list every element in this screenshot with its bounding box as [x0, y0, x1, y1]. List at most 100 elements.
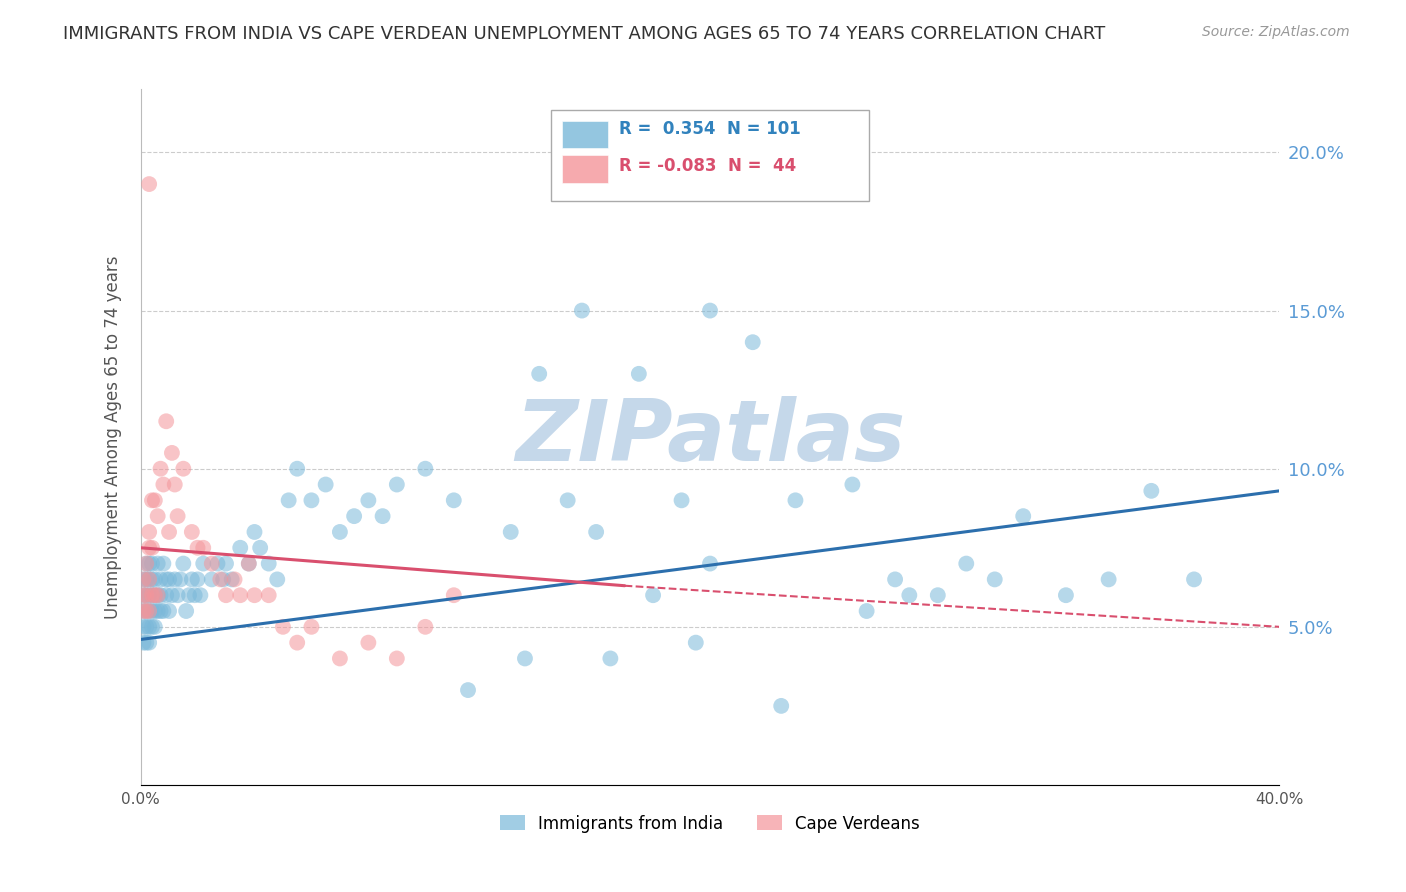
Point: [215, 588, 238, 602]
Point: [201, 573, 224, 587]
Point: [135, 573, 157, 587]
Point: [898, 588, 921, 602]
Point: [229, 588, 252, 602]
Point: [141, 557, 163, 571]
Point: [141, 588, 163, 602]
Point: [160, 588, 183, 602]
Point: [146, 588, 169, 602]
Point: [132, 573, 155, 587]
Point: [132, 620, 155, 634]
Point: [155, 588, 177, 602]
Point: [132, 573, 155, 587]
Point: [138, 604, 160, 618]
Point: [143, 573, 166, 587]
Point: [329, 524, 352, 539]
Point: [841, 477, 863, 491]
Point: [193, 541, 215, 555]
Point: [357, 493, 380, 508]
Point: [149, 604, 172, 618]
Point: [143, 588, 166, 602]
Point: [143, 588, 166, 602]
Point: [141, 493, 163, 508]
Point: [1098, 573, 1121, 587]
Point: [160, 446, 183, 460]
Point: [415, 620, 437, 634]
Text: R = -0.083  N =  44: R = -0.083 N = 44: [619, 157, 796, 175]
Point: [138, 557, 160, 571]
Point: [529, 367, 551, 381]
Point: [513, 651, 536, 665]
Point: [141, 620, 163, 634]
Point: [138, 573, 160, 587]
Point: [385, 477, 408, 491]
Point: [132, 604, 155, 618]
Point: [357, 635, 380, 649]
Point: [1054, 588, 1077, 602]
Text: Source: ZipAtlas.com: Source: ZipAtlas.com: [1202, 25, 1350, 39]
Point: [343, 509, 366, 524]
Y-axis label: Unemployment Among Ages 65 to 74 years: Unemployment Among Ages 65 to 74 years: [104, 255, 122, 619]
Point: [135, 588, 157, 602]
Point: [627, 367, 650, 381]
Point: [257, 557, 280, 571]
Point: [193, 557, 215, 571]
Point: [152, 604, 174, 618]
Point: [138, 620, 160, 634]
Point: [215, 557, 238, 571]
Point: [571, 303, 593, 318]
Point: [927, 588, 949, 602]
Point: [177, 588, 200, 602]
Point: [135, 557, 157, 571]
Point: [132, 604, 155, 618]
Point: [180, 573, 202, 587]
Point: [685, 635, 707, 649]
Point: [443, 493, 465, 508]
Point: [249, 541, 271, 555]
Point: [138, 177, 160, 191]
Point: [371, 509, 394, 524]
Point: [141, 541, 163, 555]
Point: [143, 620, 166, 634]
Point: [585, 524, 607, 539]
Point: [984, 573, 1007, 587]
Point: [415, 461, 437, 475]
Point: [149, 588, 172, 602]
Point: [146, 557, 169, 571]
Point: [785, 493, 807, 508]
Point: [172, 557, 194, 571]
Point: [186, 541, 209, 555]
Point: [671, 493, 693, 508]
Point: [301, 620, 323, 634]
Point: [172, 461, 194, 475]
Point: [132, 635, 155, 649]
Point: [143, 604, 166, 618]
Point: [146, 604, 169, 618]
Point: [699, 557, 721, 571]
Text: IMMIGRANTS FROM INDIA VS CAPE VERDEAN UNEMPLOYMENT AMONG AGES 65 TO 74 YEARS COR: IMMIGRANTS FROM INDIA VS CAPE VERDEAN UN…: [63, 25, 1105, 43]
Point: [138, 524, 160, 539]
Point: [138, 588, 160, 602]
Point: [163, 477, 186, 491]
Point: [277, 493, 299, 508]
Point: [741, 335, 763, 350]
Point: [257, 588, 280, 602]
Point: [135, 557, 157, 571]
Point: [135, 604, 157, 618]
Legend: Immigrants from India, Cape Verdeans: Immigrants from India, Cape Verdeans: [494, 808, 927, 839]
Point: [443, 588, 465, 602]
Point: [1140, 483, 1163, 498]
Point: [163, 573, 186, 587]
Point: [132, 588, 155, 602]
Point: [180, 524, 202, 539]
Point: [183, 588, 205, 602]
Point: [135, 620, 157, 634]
Point: [599, 651, 621, 665]
Point: [212, 573, 235, 587]
Point: [149, 573, 172, 587]
Point: [499, 524, 522, 539]
FancyBboxPatch shape: [562, 155, 607, 183]
Point: [146, 588, 169, 602]
Point: [271, 620, 294, 634]
Point: [146, 509, 169, 524]
Point: [186, 573, 209, 587]
